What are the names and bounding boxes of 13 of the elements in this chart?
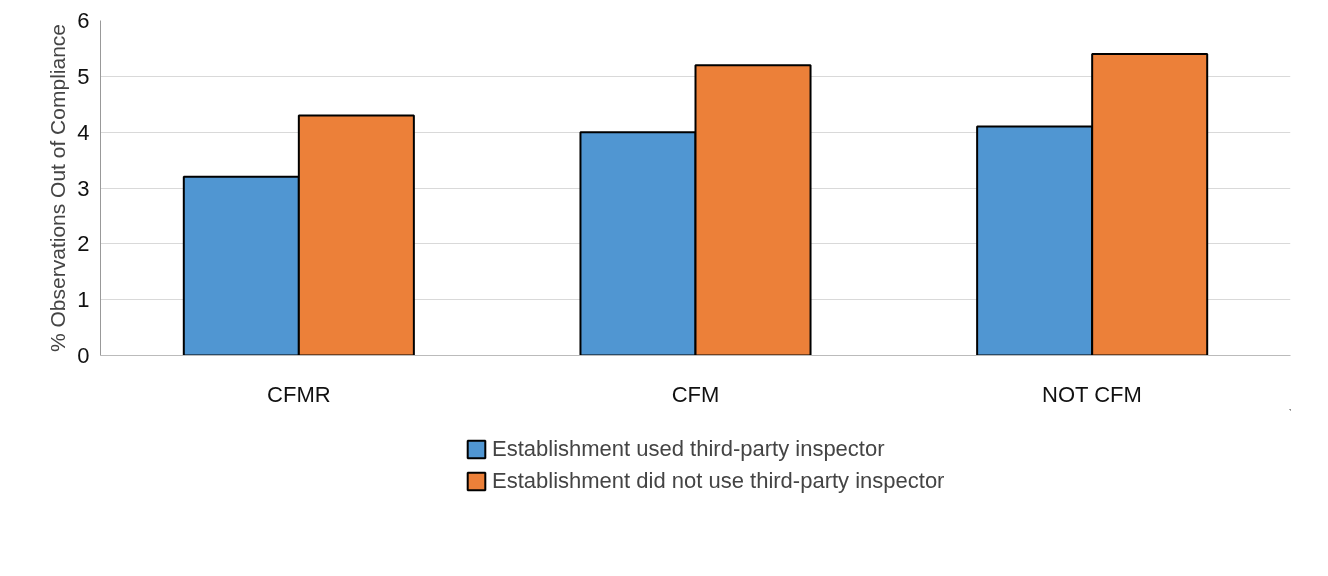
legend-label: Establishment did not use third-party inspector (492, 468, 945, 494)
y-tick-label: 6 (77, 8, 90, 33)
legend-label: Establishment used third-party inspector (492, 436, 885, 462)
y-tick-label: 5 (77, 63, 90, 89)
x-tick-label: CFMR (267, 381, 331, 407)
y-tick-label: 3 (77, 175, 90, 201)
y-tick-label: 1 (77, 287, 90, 313)
y-tick-label: 4 (77, 119, 90, 145)
x-tick-label: CFM (671, 381, 720, 407)
y-tick-label: 0 (77, 343, 90, 368)
y-axis-title: % Observations Out of Compliance (46, 24, 70, 352)
x-tick-label: NOT CFM (1042, 381, 1142, 407)
y-tick-label: 2 (77, 231, 90, 257)
